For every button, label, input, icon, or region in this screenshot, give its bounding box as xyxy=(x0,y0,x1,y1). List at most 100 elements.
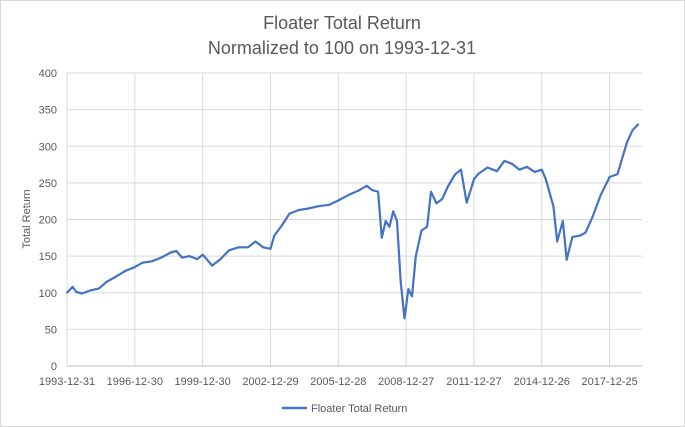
data-point xyxy=(503,160,506,162)
data-point xyxy=(88,289,91,292)
data-point xyxy=(218,258,221,261)
y-tick-label: 400 xyxy=(39,68,57,80)
data-point xyxy=(337,199,340,202)
data-point xyxy=(377,190,379,193)
data-point xyxy=(552,205,555,208)
y-tick-label: 350 xyxy=(39,105,57,117)
data-point xyxy=(426,225,428,228)
data-point xyxy=(477,173,479,176)
data-point xyxy=(399,280,402,283)
data-point xyxy=(540,168,543,171)
data-point xyxy=(228,249,231,252)
data-point xyxy=(384,220,387,222)
data-point xyxy=(637,123,640,126)
data-point xyxy=(556,240,559,243)
chart-subtitle: Normalized to 100 on 1993-12-31 xyxy=(208,38,476,58)
data-point xyxy=(420,229,423,232)
data-point xyxy=(358,189,361,192)
data-point xyxy=(105,280,108,283)
data-point xyxy=(403,317,406,320)
data-point xyxy=(407,288,410,290)
data-point xyxy=(460,168,462,171)
x-tick-label: 2011-12-27 xyxy=(446,376,501,388)
data-point xyxy=(317,205,319,208)
data-point xyxy=(371,189,374,192)
y-axis-title: Total Return xyxy=(21,189,33,248)
data-point xyxy=(380,236,383,239)
series-group xyxy=(66,123,640,320)
legend-label: Floater Total Return xyxy=(311,403,407,415)
data-point xyxy=(571,236,574,239)
data-point xyxy=(307,207,310,210)
y-axis-ticks: 0 50 100 150 200 250 300 350 400 xyxy=(39,68,57,373)
data-point xyxy=(526,165,528,168)
x-tick-label: 2002-12-29 xyxy=(242,376,298,388)
x-tick-label: 1999-12-30 xyxy=(175,376,231,388)
data-point xyxy=(181,256,184,259)
x-tick-label: 2008-12-27 xyxy=(378,376,434,388)
data-point xyxy=(544,178,547,181)
data-point xyxy=(196,258,199,260)
data-point xyxy=(269,247,272,250)
data-point xyxy=(441,198,444,200)
data-point xyxy=(561,220,564,222)
data-point xyxy=(75,291,78,293)
data-point xyxy=(511,162,513,165)
data-point xyxy=(533,171,536,173)
data-point xyxy=(188,255,191,257)
data-point xyxy=(518,168,521,171)
data-point xyxy=(133,266,136,268)
data-point xyxy=(288,212,291,215)
data-point xyxy=(66,291,68,294)
data-point xyxy=(496,170,498,173)
data-point xyxy=(141,261,144,264)
data-point xyxy=(365,184,368,187)
data-point xyxy=(298,209,300,211)
data-point xyxy=(347,194,349,197)
data-point xyxy=(392,210,395,213)
y-tick-label: 50 xyxy=(45,324,57,336)
chart-title: Floater Total Return xyxy=(263,13,421,33)
data-point xyxy=(396,220,398,222)
x-tick-label: 2017-12-25 xyxy=(581,376,637,388)
data-point xyxy=(388,225,391,228)
data-point xyxy=(211,264,214,267)
y-tick-label: 100 xyxy=(39,288,57,300)
data-point xyxy=(71,286,74,288)
y-tick-label: 250 xyxy=(39,178,57,190)
data-point xyxy=(247,246,250,249)
data-point xyxy=(473,178,475,181)
data-point xyxy=(584,231,587,234)
data-point xyxy=(631,129,634,132)
data-point xyxy=(328,203,330,206)
data-point xyxy=(626,141,628,144)
legend: Floater Total Return xyxy=(282,403,407,415)
data-point xyxy=(435,202,438,205)
data-point xyxy=(599,194,602,197)
data-point xyxy=(454,173,457,176)
data-point xyxy=(124,269,127,272)
data-point xyxy=(616,173,619,176)
y-tick-label: 200 xyxy=(39,215,57,227)
data-point xyxy=(262,246,264,249)
x-tick-label: 2005-12-28 xyxy=(310,376,366,388)
gridlines xyxy=(66,72,642,367)
x-axis-ticks: 1993-12-31 1996-12-30 1999-12-30 2002-12-29… xyxy=(39,376,638,388)
data-point xyxy=(81,292,83,295)
data-point xyxy=(565,258,568,261)
data-point xyxy=(608,176,611,178)
x-tick-label: 2014-12-26 xyxy=(514,376,570,388)
data-point xyxy=(447,185,449,188)
data-point xyxy=(151,260,153,263)
data-point xyxy=(273,234,276,237)
x-tick-label: 1996-12-30 xyxy=(107,376,163,388)
data-point xyxy=(414,255,417,257)
data-point xyxy=(281,224,283,227)
data-point xyxy=(98,287,100,290)
x-tick-label: 1993-12-31 xyxy=(39,376,95,388)
data-point xyxy=(254,240,257,243)
y-tick-label: 150 xyxy=(39,251,57,263)
data-point xyxy=(169,251,172,254)
